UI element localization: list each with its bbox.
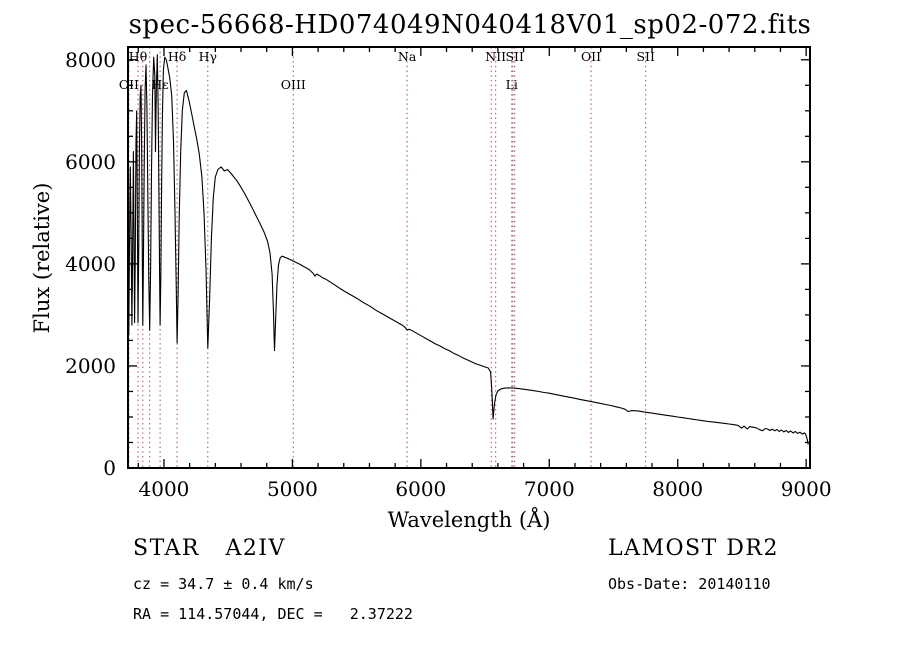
y-tick-label: 8000 bbox=[65, 47, 116, 72]
spectral-line-label: OII bbox=[580, 49, 602, 64]
spectral-line-label: Hε bbox=[151, 77, 169, 92]
y-tick-label: 2000 bbox=[65, 353, 116, 378]
x-tick-label: 5000 bbox=[266, 477, 318, 501]
x-tick-label: 4000 bbox=[138, 477, 190, 501]
x-tick-label: 7000 bbox=[523, 477, 575, 501]
spectral-line-label: Hγ bbox=[198, 49, 217, 64]
spectral-line-label: SII bbox=[505, 49, 524, 64]
obs-date-text: Obs-Date: 20140110 bbox=[608, 575, 771, 593]
x-tick-label: 6000 bbox=[395, 477, 447, 501]
y-tick-label: 4000 bbox=[65, 251, 116, 276]
y-tick-label: 6000 bbox=[65, 149, 116, 174]
cz-text: cz = 34.7 ± 0.4 km/s bbox=[133, 575, 314, 593]
y-tick-label: 0 bbox=[103, 456, 116, 480]
plot-title: spec-56668-HD074049N040418V01_sp02-072.f… bbox=[128, 10, 812, 40]
spectral-line-label: Hδ bbox=[167, 49, 187, 64]
spectral-line-label: Na bbox=[397, 49, 417, 64]
x-tick-label: 8000 bbox=[652, 477, 704, 501]
survey-release-text: LAMOST DR2 bbox=[608, 536, 779, 561]
plot-frame bbox=[127, 46, 811, 469]
object-class-text: STAR A2IV bbox=[133, 536, 286, 561]
spectral-line-label: OIII bbox=[280, 77, 306, 92]
spectral-line-label: SII bbox=[636, 49, 655, 64]
spectral-line-label: NII bbox=[485, 49, 507, 64]
ra-dec-text: RA = 114.57044, DEC = 2.37222 bbox=[133, 605, 413, 623]
spectrum-trace bbox=[128, 54, 809, 445]
x-axis-label: Wavelength (Å) bbox=[387, 508, 551, 532]
spectral-line-label: OII bbox=[118, 77, 139, 92]
spectral-line-label: Hθ bbox=[128, 49, 148, 64]
spectral-line-label: Li bbox=[505, 77, 518, 92]
x-tick-label: 9000 bbox=[780, 477, 832, 501]
